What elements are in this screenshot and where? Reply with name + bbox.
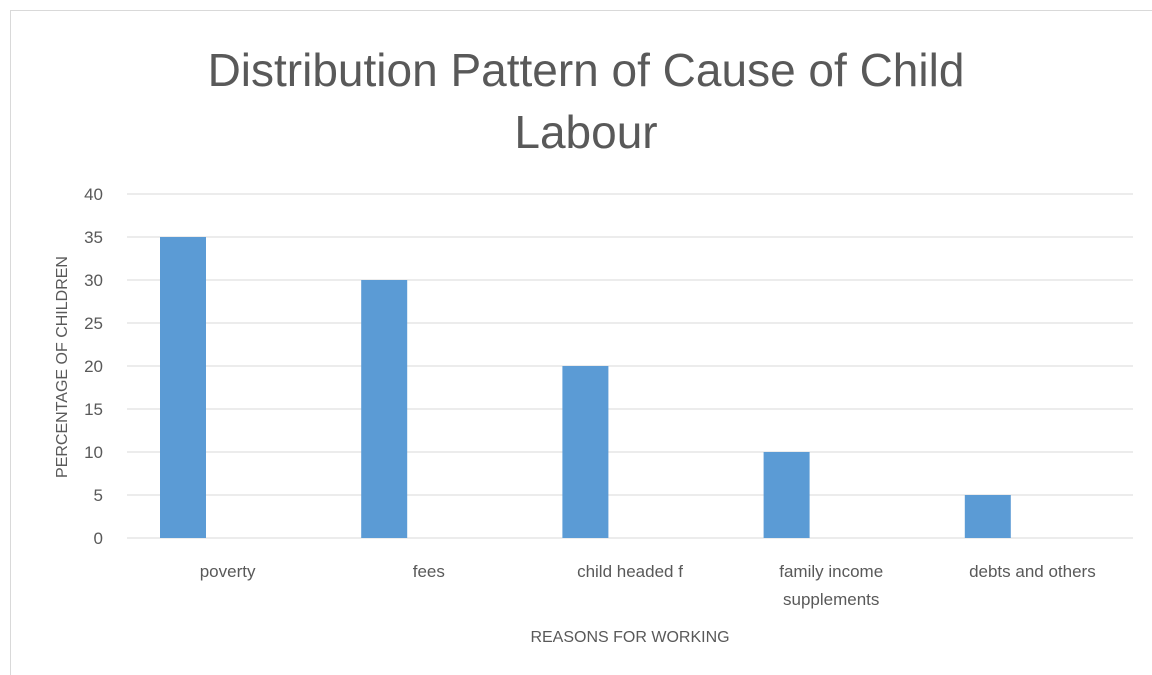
y-axis-title: PERCENTAGE OF CHILDREN (54, 256, 71, 478)
y-tick-label: 0 (94, 529, 103, 548)
bar (361, 280, 408, 538)
x-tick-label: child headed f (577, 562, 683, 581)
x-tick-label: family income (779, 562, 883, 581)
bar (562, 366, 609, 538)
y-tick-label: 15 (84, 400, 103, 419)
chart-frame (10, 10, 1152, 675)
y-tick-label: 5 (94, 486, 103, 505)
y-tick-label: 40 (84, 185, 103, 204)
x-axis-title: REASONS FOR WORKING (530, 629, 729, 646)
chart-title-line-2: Labour (514, 106, 657, 158)
chart-title-line-1: Distribution Pattern of Cause of Child (208, 44, 965, 96)
x-tick-label: fees (413, 562, 445, 581)
x-tick-label: debts and others (969, 562, 1096, 581)
gridlines (127, 193, 1133, 539)
y-tick-label: 25 (84, 314, 103, 333)
y-tick-label: 10 (84, 443, 103, 462)
y-tick-label: 20 (84, 357, 103, 376)
x-tick-label: supplements (783, 590, 879, 609)
bars (160, 237, 1011, 538)
y-tick-label: 30 (84, 271, 103, 290)
bar (964, 495, 1011, 538)
x-tick-label: poverty (200, 562, 256, 581)
y-axis-ticks: 0 5 10 15 20 25 30 35 40 (84, 185, 103, 548)
bar (763, 452, 810, 538)
bar (160, 237, 206, 538)
x-axis-ticks: poverty fees child headed f family income su… (200, 562, 1096, 609)
y-tick-label: 35 (84, 228, 103, 247)
